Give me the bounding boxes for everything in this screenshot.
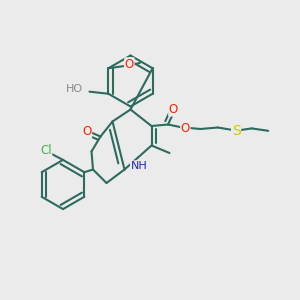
Text: S: S <box>232 124 241 138</box>
Text: Cl: Cl <box>40 143 52 157</box>
Text: NH: NH <box>130 161 147 171</box>
Text: O: O <box>181 122 190 135</box>
Text: O: O <box>169 103 178 116</box>
Text: O: O <box>82 124 91 138</box>
Text: HO: HO <box>66 84 83 94</box>
Text: O: O <box>125 58 134 71</box>
